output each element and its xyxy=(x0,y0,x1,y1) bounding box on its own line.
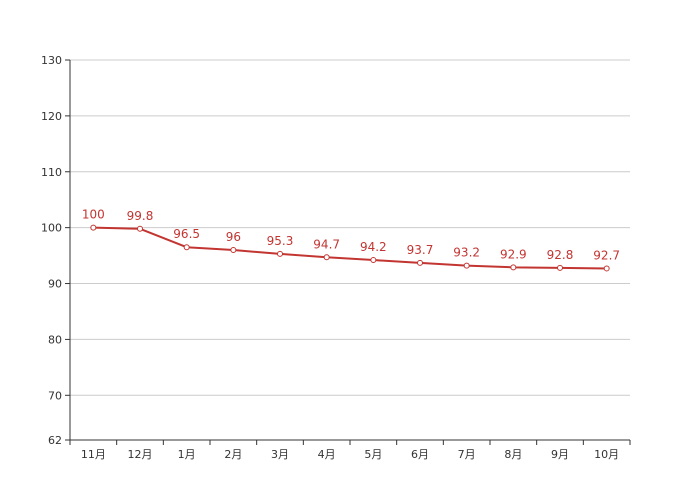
data-label: 99.8 xyxy=(127,209,154,223)
y-tick-label: 62 xyxy=(48,434,62,447)
series-line xyxy=(93,226,607,270)
x-tick-label: 5月 xyxy=(364,448,382,461)
data-label: 94.7 xyxy=(313,237,340,251)
data-label: 100 xyxy=(82,208,105,222)
data-point[interactable] xyxy=(323,254,330,261)
data-label: 96 xyxy=(226,230,241,244)
data-label: 94.2 xyxy=(360,240,387,254)
y-tick-label: 80 xyxy=(48,333,62,346)
data-point[interactable] xyxy=(603,265,610,272)
data-label: 95.3 xyxy=(267,234,294,248)
x-tick-label: 7月 xyxy=(458,448,476,461)
series-layer xyxy=(90,224,610,272)
data-label: 93.7 xyxy=(407,243,434,257)
x-tick-label: 6月 xyxy=(411,448,429,461)
data-point[interactable] xyxy=(510,264,517,271)
data-labels: 100 99.8 96.5 96 95.3 94.7 94.2 93.7 93.2 92.9 92.… xyxy=(82,208,620,263)
x-tick-label: 11月 xyxy=(81,448,106,461)
data-label: 92.9 xyxy=(500,247,527,261)
gridlines xyxy=(70,59,630,396)
x-tick-label: 2月 xyxy=(224,448,242,461)
data-point[interactable] xyxy=(557,264,563,271)
data-label: 92.8 xyxy=(547,248,574,262)
y-tick-label: 110 xyxy=(41,166,62,179)
x-tick-label: 9月 xyxy=(551,448,569,461)
x-axis-ticks: 11月 12月 1月 2月 3月 4月 5月 6月 7月 8月 9月 10月 xyxy=(69,440,631,461)
y-tick-label: 130 xyxy=(41,54,62,67)
x-tick-label: 4月 xyxy=(318,448,336,461)
y-tick-label: 70 xyxy=(48,389,62,402)
data-point[interactable] xyxy=(370,257,377,264)
data-point[interactable] xyxy=(230,247,237,253)
x-tick-label: 1月 xyxy=(178,448,196,461)
data-label: 93.2 xyxy=(453,246,480,260)
y-tick-label: 100 xyxy=(41,222,62,235)
x-tick-label: 3月 xyxy=(271,448,289,461)
y-tick-label: 120 xyxy=(41,110,62,123)
data-point[interactable] xyxy=(137,225,143,232)
data-label: 92.7 xyxy=(593,248,620,262)
x-tick-label: 10月 xyxy=(594,448,619,461)
data-label: 96.5 xyxy=(173,227,200,241)
data-point[interactable] xyxy=(277,250,283,257)
data-point[interactable] xyxy=(183,244,190,251)
data-point[interactable] xyxy=(417,259,423,266)
data-point[interactable] xyxy=(90,224,97,231)
y-axis-ticks: 62 70 80 90 100 110 120 130 xyxy=(41,54,70,447)
y-tick-label: 90 xyxy=(48,278,62,291)
x-tick-label: 8月 xyxy=(504,448,522,461)
x-tick-label: 12月 xyxy=(128,448,153,461)
data-point[interactable] xyxy=(463,262,470,269)
